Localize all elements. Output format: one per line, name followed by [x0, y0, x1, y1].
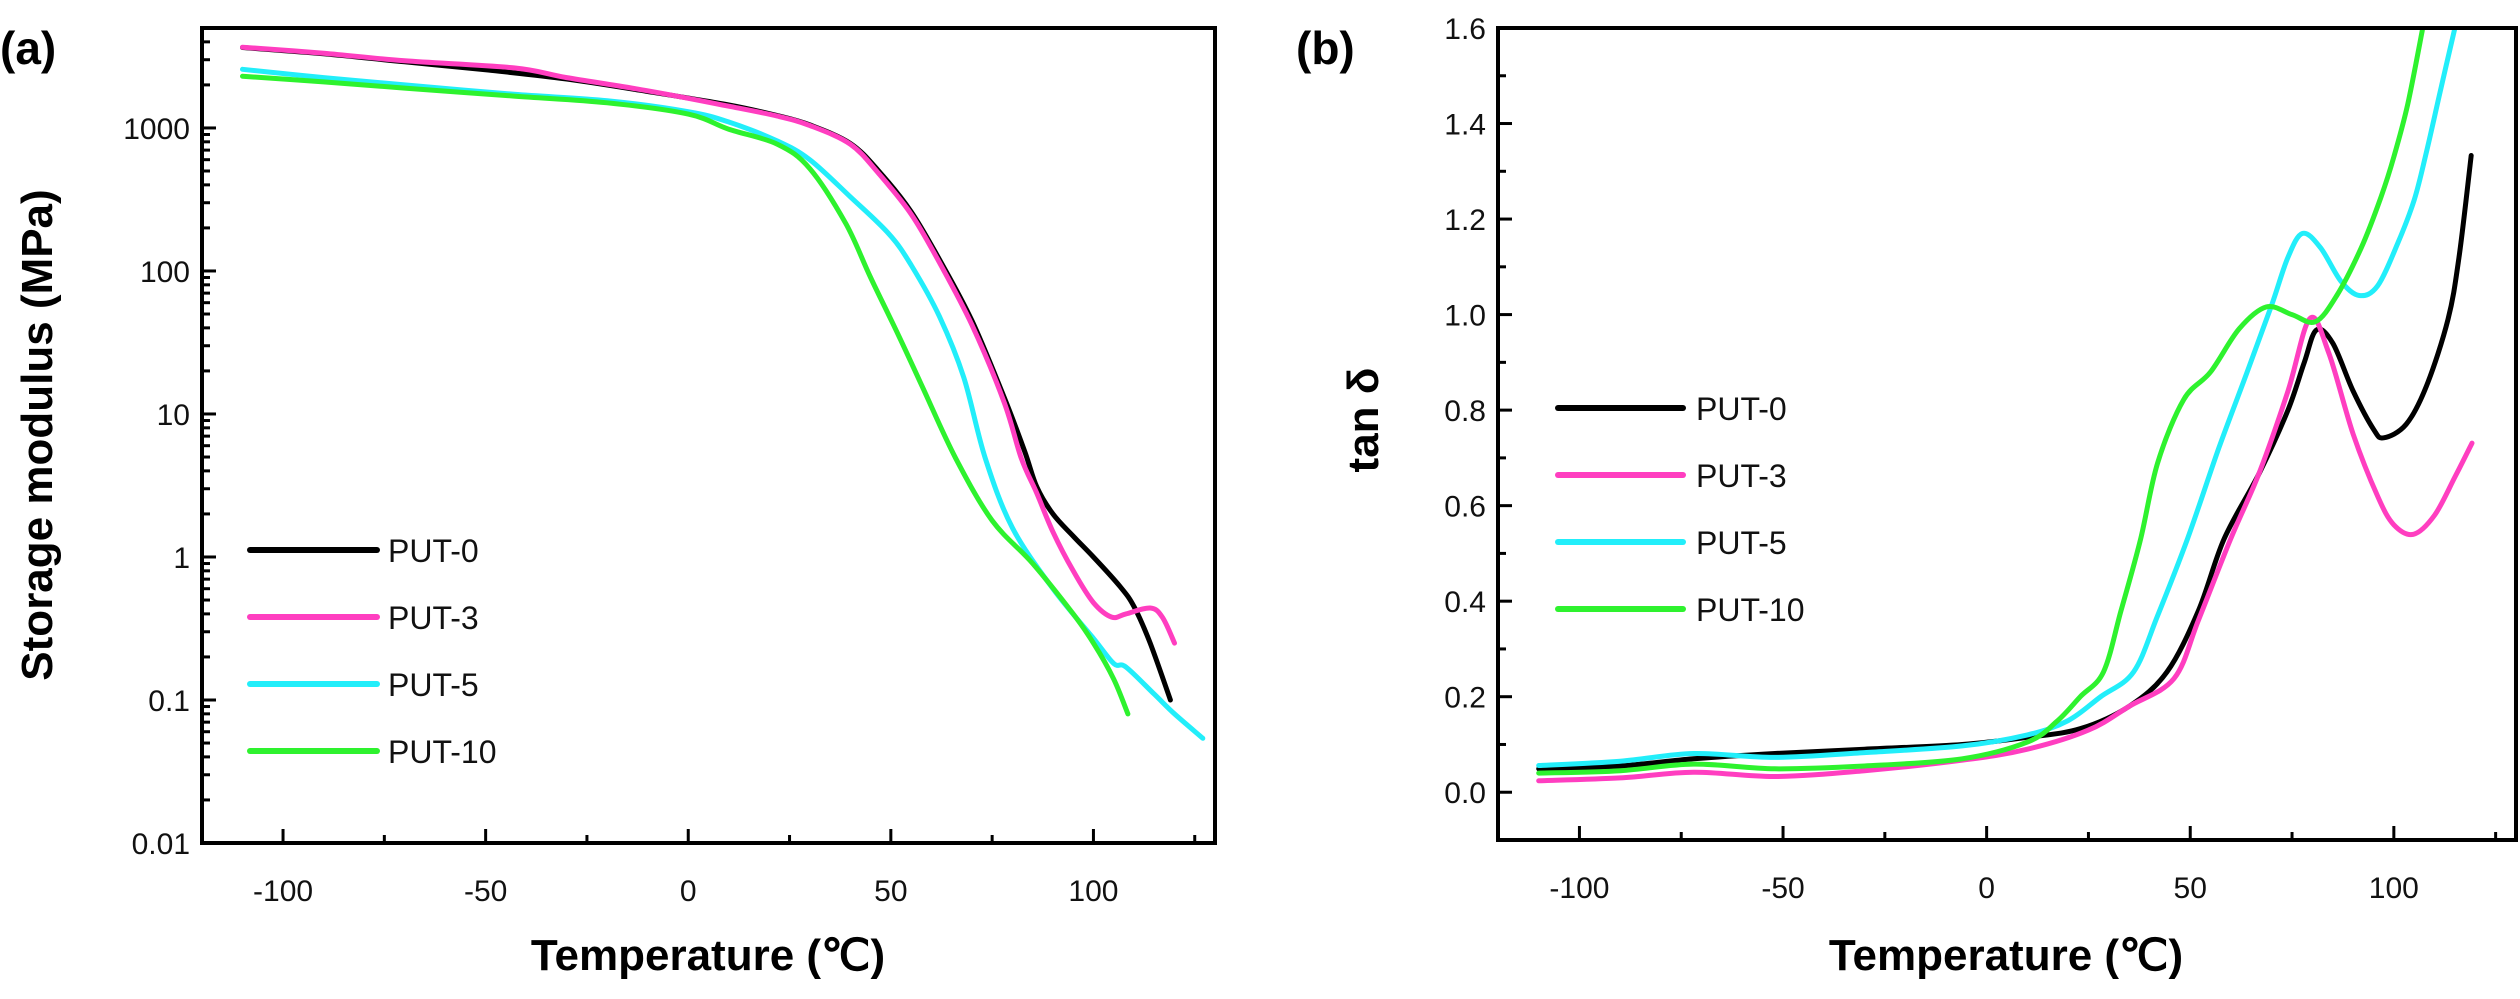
- legend-b: PUT-0 PUT-3 PUT-5 PUT-10: [1555, 391, 1804, 628]
- legend-label: PUT-10: [1696, 592, 1804, 628]
- series-line-put-3: [1536, 314, 2475, 784]
- series-line-put-10: [1536, 28, 2425, 776]
- y-tick-label: 1000: [123, 113, 190, 146]
- legend-item: PUT-0: [1555, 391, 1787, 427]
- x-tick-label: 0: [680, 875, 697, 908]
- legend-label: PUT-0: [1696, 391, 1787, 427]
- legend-label: PUT-5: [1696, 525, 1787, 561]
- y-tick-label: 100: [140, 256, 190, 289]
- y-tick-label: 1.6: [1444, 13, 1486, 46]
- y-axis-title-b: tan δ: [1339, 368, 1388, 473]
- series-line-put-0: [1536, 153, 2474, 772]
- tick-labels-b: -100 -50 0 50 100 0.0 0.2 0.4 0.6 0.8 1.0 1.2 1.4 1.6: [1444, 13, 2419, 905]
- y-tick-label: 1.4: [1444, 109, 1486, 142]
- x-axis-title-b: Temperature (℃): [1829, 931, 2183, 980]
- x-tick-label: -50: [1761, 872, 1804, 905]
- y-tick-label: 0.0: [1444, 777, 1486, 810]
- legend-label: PUT-0: [388, 533, 479, 569]
- axis-ticks-a: [202, 40, 1197, 845]
- x-tick-label: -100: [1549, 872, 1609, 905]
- x-tick-label: 100: [2369, 872, 2419, 905]
- panel-a-storage-modulus: (a) Storage modulus (MPa) Temperature (℃…: [0, 22, 1217, 980]
- x-tick-label: 100: [1068, 875, 1118, 908]
- y-tick-label: 0.4: [1444, 586, 1486, 619]
- legend-item: PUT-5: [1555, 525, 1787, 561]
- y-tick-label: 0.01: [132, 828, 190, 861]
- series-line-put-3: [240, 44, 1177, 646]
- series-line-put-0: [240, 45, 1173, 703]
- x-tick-label: -50: [464, 875, 507, 908]
- y-tick-label: 0.8: [1444, 395, 1486, 428]
- y-tick-label: 1.0: [1444, 300, 1486, 333]
- y-tick-label: 1.2: [1444, 204, 1486, 237]
- x-axis-title-a: Temperature (℃): [531, 931, 885, 980]
- legend-item: PUT-10: [1555, 592, 1804, 628]
- legend-label: PUT-3: [388, 600, 479, 636]
- plot-frame-b: [1496, 26, 2518, 842]
- legend-item: PUT-10: [247, 734, 496, 770]
- panel-label-a: (a): [0, 22, 56, 74]
- legend-label: PUT-5: [388, 667, 479, 703]
- tick-labels-a: -100 -50 0 50 100 0.01 0.1 1 10 100 1000: [123, 113, 1118, 908]
- legend-item: PUT-3: [1555, 458, 1787, 494]
- legend-item: PUT-3: [247, 600, 479, 636]
- y-tick-label: 10: [157, 399, 190, 432]
- series-line-put-10: [240, 73, 1131, 717]
- legend-a: PUT-0 PUT-3 PUT-5 PUT-10: [247, 533, 496, 770]
- y-tick-label: 0.6: [1444, 491, 1486, 524]
- y-tick-label: 0.2: [1444, 682, 1486, 715]
- x-tick-label: 0: [1978, 872, 1995, 905]
- x-tick-label: 50: [874, 875, 907, 908]
- y-tick-label: 1: [173, 542, 190, 575]
- legend-item: PUT-5: [247, 667, 479, 703]
- legend-item: PUT-0: [247, 533, 479, 569]
- axis-ticks-b: [1498, 26, 2498, 840]
- x-tick-label: -100: [253, 875, 313, 908]
- legend-label: PUT-3: [1696, 458, 1787, 494]
- plot-lines-a: [240, 44, 1206, 741]
- legend-label: PUT-10: [388, 734, 496, 770]
- panel-label-b: (b): [1296, 22, 1355, 74]
- panel-b-tan-delta: (b) tan δ Temperature (℃) -100 -50 0 50 100 0…: [1296, 13, 2518, 980]
- x-tick-label: 50: [2174, 872, 2207, 905]
- plot-frame-a: [200, 26, 1217, 845]
- plot-lines-b: [1536, 28, 2475, 784]
- y-axis-title-a: Storage modulus (MPa): [13, 189, 62, 680]
- y-tick-label: 0.1: [148, 685, 190, 718]
- series-line-put-5: [1536, 28, 2458, 768]
- series-line-put-5: [240, 66, 1206, 741]
